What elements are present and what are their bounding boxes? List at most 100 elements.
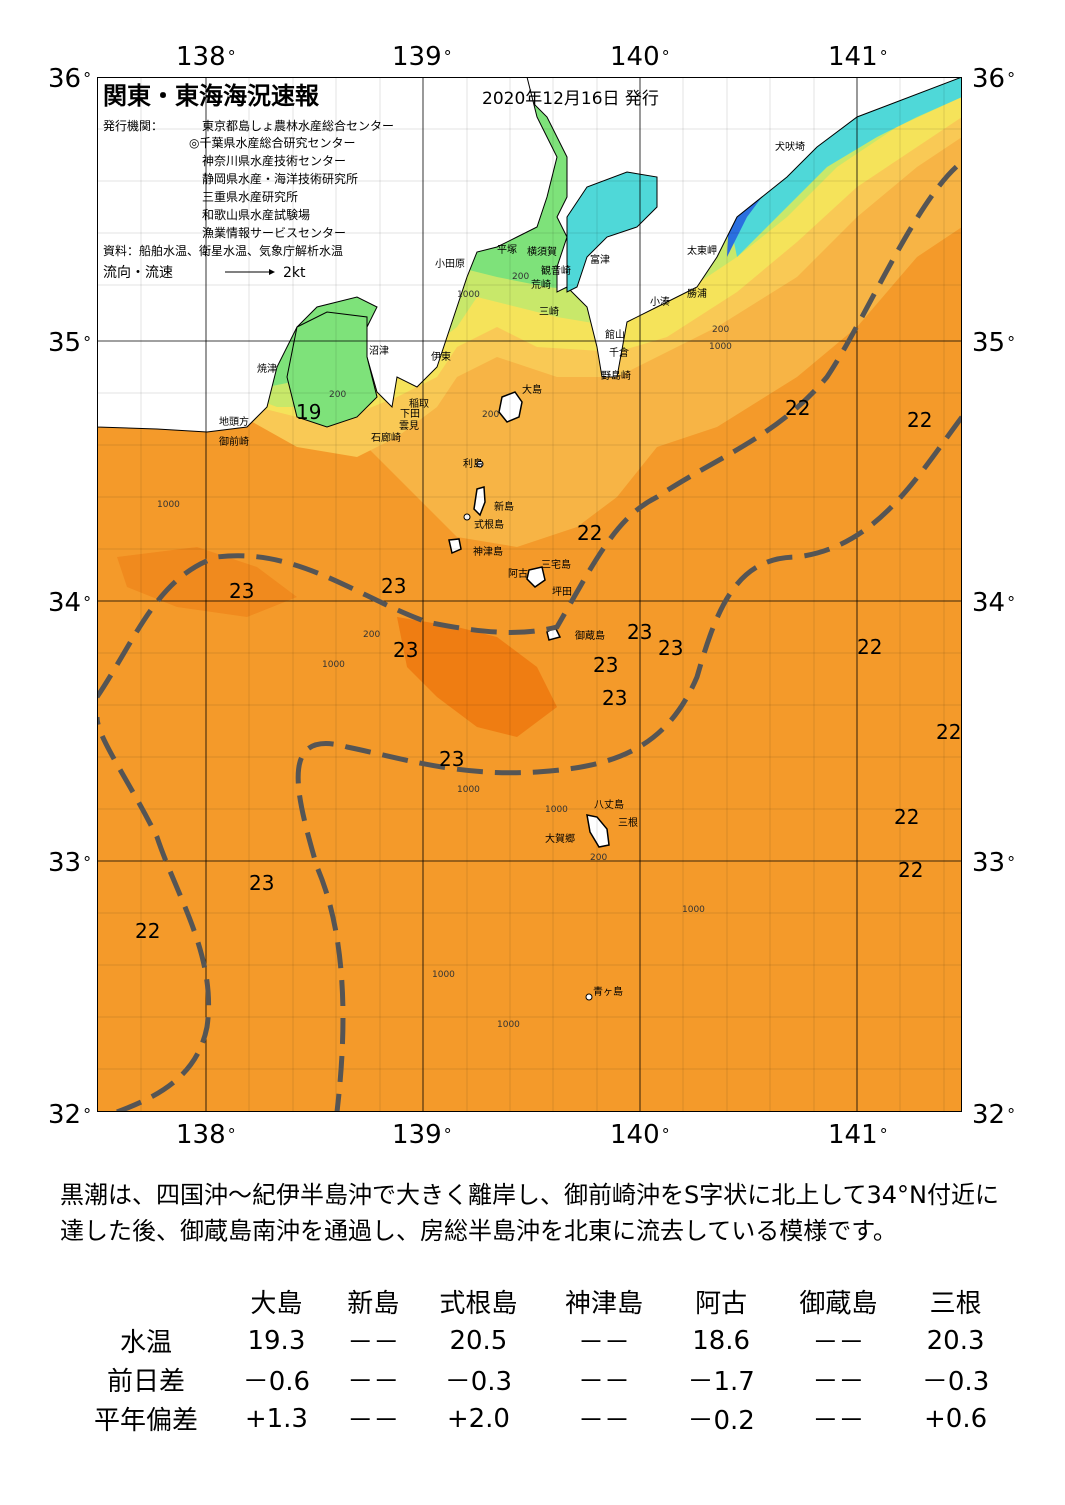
table-header-row: 大島 新島 式根島 神津島 阿古 御蔵島 三根	[70, 1282, 1010, 1321]
flow-legend-arrowhead	[269, 269, 275, 275]
temp-label: 23	[627, 620, 652, 644]
station-header: 阿古	[695, 1289, 748, 1319]
place-toshima: 利島	[463, 457, 483, 470]
lon-label-bottom-141: 141 °	[828, 1120, 888, 1150]
depth-label: 200	[363, 630, 380, 640]
lat-label-left-36: 36 °	[48, 64, 92, 94]
station-header: 大島	[250, 1289, 303, 1319]
tokyo-bay	[566, 171, 658, 293]
place-kozushima: 神津島	[473, 545, 503, 558]
place-tsubota: 坪田	[552, 585, 572, 598]
table-cell: －0.6	[242, 1367, 311, 1397]
place-yaizu: 焼津	[257, 363, 277, 375]
lon-label-bottom-140: 140 °	[610, 1120, 670, 1150]
observation-table: 大島 新島 式根島 神津島 阿古 御蔵島 三根 水温 19.3 －－ 20.5 …	[70, 1282, 1010, 1438]
place-arasaki: 荒崎	[531, 278, 551, 291]
depth-label: 1000	[545, 805, 568, 815]
table-cell: 19.3	[247, 1325, 306, 1356]
place-odawara: 小田原	[435, 258, 465, 270]
flow-legend-label: 流向・流速	[103, 265, 173, 281]
lat-label-right-32: 32 °	[972, 1100, 1016, 1130]
data-source: 資料：船舶水温、衛星水温、気象庁解析水温	[103, 243, 343, 258]
table-cell: +1.3	[244, 1403, 308, 1434]
publisher-5: 和歌山県水産試験場	[202, 207, 310, 222]
station-header: 神津島	[564, 1289, 643, 1319]
place-taitomisaki: 太東岬	[687, 244, 717, 257]
lat-label-left-33: 33 °	[48, 848, 92, 878]
station-header: 新島	[347, 1289, 400, 1319]
place-inatori: 稲取	[409, 398, 429, 410]
table-cell: －0.3	[921, 1367, 990, 1397]
table-cell: －－	[577, 1367, 630, 1397]
table-row: 水温 19.3 －－ 20.5 －－ 18.6 －－ 20.3	[70, 1321, 1010, 1360]
publisher-2: 神奈川県水産技術センター	[202, 153, 346, 168]
publisher-0: 東京都島しょ農林水産総合センター	[202, 118, 394, 133]
temp-label: 22	[785, 396, 810, 420]
island-toshima	[476, 460, 484, 468]
temp-label: 22	[135, 919, 160, 943]
table-cell: －－	[577, 1406, 630, 1436]
table-cell: －－	[347, 1406, 400, 1436]
lat-label-left-35: 35 °	[48, 328, 92, 358]
lat-label-right-35: 35 °	[972, 328, 1016, 358]
temp-label: 23	[249, 871, 274, 895]
place-oshima: 大島	[522, 383, 542, 396]
place-miyakejima: 三宅島	[541, 558, 571, 571]
temp-label: 23	[381, 574, 406, 598]
island-hachijojima	[586, 814, 610, 848]
place-shikinejima: 式根島	[474, 518, 504, 531]
lon-label-top-138: 138 °	[176, 42, 236, 72]
place-hiratsuka: 平塚	[497, 244, 517, 256]
island-niijima	[473, 486, 486, 517]
place-futtsu: 富津	[590, 253, 610, 266]
table-cell: －－	[812, 1328, 865, 1358]
lat-label-right-33: 33 °	[972, 848, 1016, 878]
issue-date: 2020年12月16日 発行	[482, 89, 659, 109]
temp-label: 22	[577, 521, 602, 545]
depth-label: 200	[329, 390, 346, 400]
temp-label: 23	[393, 638, 418, 662]
publisher-1: ◎千葉県水産総合研究センター	[189, 135, 355, 150]
lon-label-top-140: 140 °	[610, 42, 670, 72]
place-chikura: 千倉	[609, 346, 629, 359]
place-irozaki: 石廊崎	[371, 431, 401, 444]
depth-label: 1000	[432, 970, 455, 980]
place-nojimazaki: 野島崎	[601, 369, 631, 382]
place-ako: 阿古	[508, 567, 528, 580]
place-misaki: 三崎	[539, 305, 559, 318]
flow-legend-unit: 2kt	[283, 265, 306, 281]
table-cell: －－	[812, 1406, 865, 1436]
minor-grid	[97, 77, 962, 1112]
place-omaezaki: 御前崎	[219, 435, 249, 448]
place-katsuura: 勝浦	[687, 287, 707, 300]
land-tokai	[97, 77, 558, 433]
place-tateyama: 館山	[605, 328, 625, 341]
place-ito: 伊東	[431, 350, 451, 363]
island-miyakejima	[526, 566, 546, 588]
sea-temperature-map: 関東・東海海況速報 2020年12月16日 発行 発行機関： 東京都島しょ農林水…	[97, 77, 962, 1112]
table-cell: －0.3	[444, 1367, 513, 1397]
table-cell: －－	[347, 1328, 400, 1358]
table-cell: －－	[812, 1367, 865, 1397]
temp-label: 23	[658, 636, 683, 660]
depth-label: 1000	[322, 660, 345, 670]
publisher-4: 三重県水産研究所	[202, 189, 298, 204]
table-cell: －0.2	[687, 1406, 755, 1436]
land-kanto	[516, 77, 962, 378]
place-hachijojima: 八丈島	[594, 798, 624, 811]
island-aogashima	[585, 993, 593, 1001]
depth-label: 200	[512, 272, 529, 282]
table-corner	[70, 1282, 222, 1321]
depth-label: 200	[712, 325, 729, 335]
table-row: 平年偏差 +1.3 －－ +2.0 －－ －0.2 －－ +0.6	[70, 1399, 1010, 1438]
island-shikinejima	[463, 513, 471, 521]
table-cell: +0.6	[924, 1403, 988, 1434]
row-label: 平年偏差	[93, 1406, 198, 1436]
lat-label-left-34: 34 °	[48, 588, 92, 618]
row-label: 前日差	[106, 1367, 185, 1397]
place-mitsune: 三根	[618, 816, 638, 829]
lon-label-bottom-138: 138 °	[176, 1120, 236, 1150]
table-cell: 20.5	[449, 1325, 508, 1356]
place-kominato: 小湊	[650, 295, 670, 308]
lat-label-right-34: 34 °	[972, 588, 1016, 618]
